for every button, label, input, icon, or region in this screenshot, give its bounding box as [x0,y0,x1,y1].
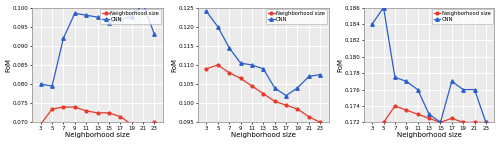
Neighborhood size [369,130,375,132]
Neighborhood size [215,64,221,66]
CNN [140,3,146,5]
Neighborhood size [294,108,300,110]
Neighborhood size [426,117,432,119]
Neighborhood size [118,116,124,118]
Line: CNN: CNN [370,6,488,124]
Neighborhood size [72,106,78,108]
Legend: Neighborhood size, CNN: Neighborhood size, CNN [266,9,327,24]
Neighborhood size [260,93,266,95]
Neighborhood size [306,116,312,118]
CNN [306,76,312,77]
CNN [272,87,278,89]
CNN [128,16,134,18]
CNN [118,18,124,20]
Legend: Neighborhood size, CNN: Neighborhood size, CNN [100,9,162,24]
Neighborhood size [49,108,55,110]
CNN [106,22,112,24]
Line: CNN: CNN [204,10,322,97]
CNN [483,121,489,123]
Neighborhood size [483,121,489,123]
Neighborhood size [272,100,278,102]
Neighborhood size [414,113,420,115]
Neighborhood size [283,104,289,106]
Legend: Neighborhood size, CNN: Neighborhood size, CNN [432,9,493,24]
CNN [238,62,244,64]
CNN [226,47,232,49]
Neighborhood size [238,77,244,79]
CNN [215,26,221,28]
X-axis label: Neighborhood size: Neighborhood size [396,132,462,138]
Neighborhood size [438,121,444,123]
CNN [438,121,444,123]
Neighborhood size [83,110,89,112]
Neighborhood size [472,121,478,123]
Neighborhood size [249,85,255,87]
Neighborhood size [392,105,398,107]
CNN [152,34,158,35]
CNN [426,113,432,115]
CNN [404,80,409,82]
CNN [317,74,323,75]
CNN [249,64,255,66]
Neighborhood size [60,106,66,108]
Line: CNN: CNN [39,2,156,88]
Neighborhood size [152,121,158,123]
Neighborhood size [460,121,466,123]
Y-axis label: FoM: FoM [337,58,343,72]
CNN [260,68,266,70]
CNN [392,76,398,78]
Line: Neighborhood size: Neighborhood size [40,106,156,126]
Neighborhood size [128,123,134,125]
CNN [72,12,78,14]
Line: Neighborhood size: Neighborhood size [371,105,488,132]
X-axis label: Neighborhood size: Neighborhood size [231,132,296,138]
Neighborhood size [106,112,112,114]
CNN [60,37,66,39]
Line: Neighborhood size: Neighborhood size [205,64,322,124]
CNN [204,10,210,12]
CNN [49,85,55,87]
Neighborhood size [449,117,455,119]
CNN [83,14,89,16]
X-axis label: Neighborhood size: Neighborhood size [65,132,130,138]
Neighborhood size [94,112,100,114]
CNN [283,95,289,97]
Neighborhood size [204,68,210,70]
Neighborhood size [140,123,146,125]
Neighborhood size [404,109,409,111]
CNN [414,89,420,91]
CNN [94,16,100,18]
Neighborhood size [38,123,44,125]
Y-axis label: FoM: FoM [172,58,177,72]
CNN [380,7,386,8]
CNN [38,83,44,85]
CNN [472,89,478,91]
CNN [369,23,375,25]
Y-axis label: FoM: FoM [6,58,12,72]
CNN [449,80,455,82]
CNN [294,87,300,89]
Neighborhood size [226,72,232,74]
Neighborhood size [380,121,386,123]
Neighborhood size [317,121,323,123]
CNN [460,89,466,91]
